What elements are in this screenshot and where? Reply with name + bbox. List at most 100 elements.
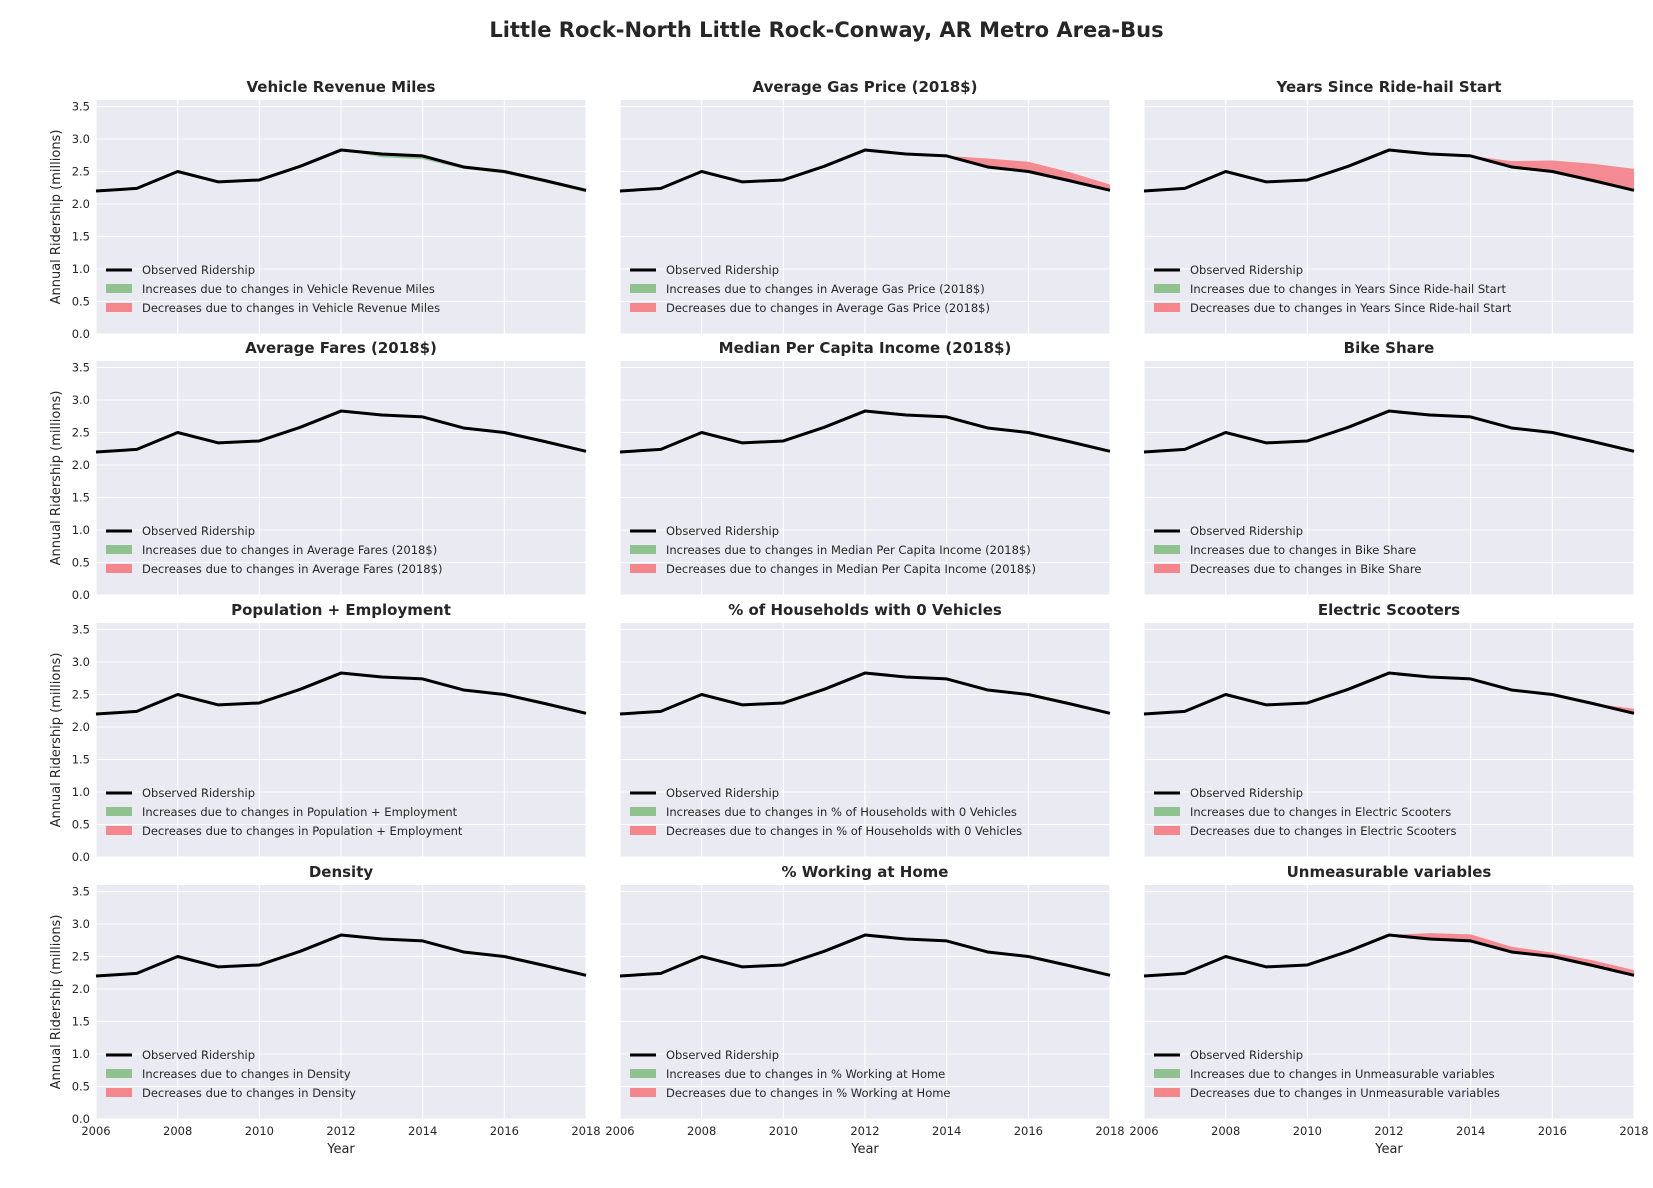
legend-swatch-increase [1154,545,1180,554]
y-tick-label: 2.5 [72,688,90,702]
legend-label-increase: Increases due to changes in % Working at… [666,1067,945,1081]
legend-label-observed: Observed Ridership [1190,263,1303,277]
x-tick-label: 2008 [163,1124,192,1138]
legend-swatch-increase [1154,284,1180,293]
panel-2: Average Gas Price (2018$) Observed Riders… [619,78,1111,335]
x-tick-label: 2018 [571,1124,600,1138]
y-tick-label: 1.5 [72,1015,90,1029]
y-tick-label: 0.5 [72,1080,90,1094]
chart-title: Little Rock-North Little Rock-Conway, AR… [489,18,1164,42]
legend-label-observed: Observed Ridership [666,1048,779,1062]
x-tick-label: 2018 [1619,1124,1648,1138]
x-tick-label: 2006 [81,1124,110,1138]
legend-swatch-increase [630,1069,656,1078]
x-tick-label: 2012 [326,1124,355,1138]
observed-ridership-line [619,148,1111,193]
y-axis-label: Annual Ridership (millions) [49,653,64,828]
y-tick-label: 3.0 [72,917,90,931]
legend-label-observed: Observed Ridership [142,1048,255,1062]
observed-ridership-line [1143,671,1635,716]
panel-title: % Working at Home [782,863,949,881]
panel-5: Median Per Capita Income (2018$) Observed… [619,339,1111,596]
y-tick-label: 0.0 [72,1112,90,1126]
legend-label-decrease: Decreases due to changes in Density [142,1086,356,1100]
x-axis-label: Year [1374,1142,1403,1157]
panel-6: Bike Share Observed Ridership Increases du… [1143,339,1635,596]
observed-ridership-line [1143,148,1635,193]
panel-title: % of Households with 0 Vehicles [728,601,1002,619]
legend-label-increase: Increases due to changes in Density [142,1067,351,1081]
y-tick-label: 3.0 [72,655,90,669]
x-tick-label: 2018 [1095,1124,1124,1138]
legend-label-observed: Observed Ridership [666,263,779,277]
legend-label-decrease: Decreases due to changes in Median Per C… [666,562,1036,576]
legend-swatch-decrease [1154,564,1180,573]
panel-title: Unmeasurable variables [1287,863,1492,881]
legend-label-decrease: Decreases due to changes in Average Gas … [666,301,990,315]
legend-swatch-increase [630,807,656,816]
panel-12: Unmeasurable variables 2006 2008 2010 2012 20… [1129,863,1648,1157]
panel-11: % Working at Home 2006 2008 2010 2012 2014 201… [605,863,1124,1157]
x-tick-label: 2012 [850,1124,879,1138]
panel-title: Density [309,863,374,881]
y-tick-label: 2.5 [72,950,90,964]
x-tick-label: 2006 [605,1124,634,1138]
legend-swatch-increase [630,545,656,554]
legend-label-decrease: Decreases due to changes in Unmeasurable… [1190,1086,1500,1100]
x-tick-label: 2008 [1211,1124,1240,1138]
panel-title: Average Fares (2018$) [245,339,437,357]
y-tick-label: 3.5 [72,100,90,114]
legend-label-decrease: Decreases due to changes in Vehicle Reve… [142,301,440,315]
legend-label-increase: Increases due to changes in % of Househo… [666,805,1017,819]
legend-swatch-increase [106,1069,132,1078]
y-tick-label: 2.0 [72,197,90,211]
x-tick-label: 2016 [1538,1124,1567,1138]
legend-label-decrease: Decreases due to changes in Years Since … [1190,301,1512,315]
x-tick-label: 2016 [490,1124,519,1138]
legend-label-increase: Increases due to changes in Years Since … [1190,282,1506,296]
y-tick-label: 0.0 [72,588,90,602]
panel-title: Population + Employment [231,601,451,619]
panel-title: Average Gas Price (2018$) [753,78,978,96]
x-tick-label: 2010 [769,1124,798,1138]
y-tick-label: 0.5 [72,818,90,832]
x-axis-label: Year [326,1142,355,1157]
observed-ridership-line [1143,933,1635,978]
observed-ridership-line [95,409,587,454]
panel-8: % of Households with 0 Vehicles Observed … [619,601,1111,858]
x-tick-label: 2016 [1014,1124,1043,1138]
legend-label-observed: Observed Ridership [142,786,255,800]
x-tick-label: 2006 [1129,1124,1158,1138]
legend-label-observed: Observed Ridership [142,263,255,277]
legend-label-decrease: Decreases due to changes in % Working at… [666,1086,951,1100]
y-tick-label: 0.5 [72,295,90,309]
legend-swatch-increase [106,807,132,816]
legend-label-increase: Increases due to changes in Electric Sco… [1190,805,1451,819]
x-axis-label: Year [850,1142,879,1157]
legend-label-observed: Observed Ridership [1190,1048,1303,1062]
y-tick-label: 2.0 [72,458,90,472]
legend-swatch-increase [630,284,656,293]
y-tick-label: 1.0 [72,523,90,537]
y-tick-label: 1.0 [72,785,90,799]
legend-swatch-decrease [106,564,132,573]
x-tick-label: 2014 [408,1124,437,1138]
legend-label-increase: Increases due to changes in Average Fare… [142,543,437,557]
y-tick-label: 1.5 [72,230,90,244]
y-axis-label: Annual Ridership (millions) [49,391,64,566]
y-tick-label: 2.5 [72,165,90,179]
legend-swatch-increase [106,545,132,554]
y-tick-label: 3.0 [72,393,90,407]
panel-3: Years Since Ride-hail Start Observed Ride… [1143,78,1635,335]
legend-swatch-decrease [1154,826,1180,835]
legend-label-increase: Increases due to changes in Median Per C… [666,543,1031,557]
panel-7: Population + Employment 0.0 0.5 1.0 1.5 2.0 2.… [49,601,587,864]
legend-label-increase: Increases due to changes in Unmeasurable… [1190,1067,1495,1081]
x-tick-label: 2010 [245,1124,274,1138]
legend-label-observed: Observed Ridership [1190,786,1303,800]
y-tick-label: 3.5 [72,623,90,637]
x-tick-label: 2014 [1456,1124,1485,1138]
observed-ridership-line [95,148,587,193]
panel-title: Vehicle Revenue Miles [247,78,436,96]
